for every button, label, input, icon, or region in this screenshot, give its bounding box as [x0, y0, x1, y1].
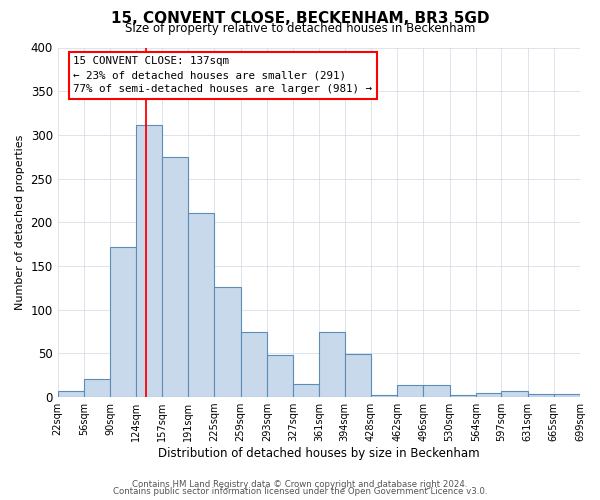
- Bar: [293, 384, 319, 397]
- Bar: [84, 378, 110, 397]
- Bar: [319, 332, 344, 397]
- Bar: [449, 396, 476, 397]
- Text: 15, CONVENT CLOSE, BECKENHAM, BR3 5GD: 15, CONVENT CLOSE, BECKENHAM, BR3 5GD: [111, 11, 489, 26]
- Y-axis label: Number of detached properties: Number of detached properties: [15, 134, 25, 310]
- Bar: [554, 394, 580, 397]
- Text: Contains public sector information licensed under the Open Government Licence v3: Contains public sector information licen…: [113, 487, 487, 496]
- X-axis label: Distribution of detached houses by size in Beckenham: Distribution of detached houses by size …: [158, 447, 479, 460]
- Bar: [214, 287, 241, 397]
- Bar: [424, 385, 449, 397]
- Bar: [110, 247, 136, 397]
- Bar: [162, 156, 188, 397]
- Bar: [476, 392, 502, 397]
- Bar: [58, 391, 84, 397]
- Bar: [502, 391, 527, 397]
- Bar: [371, 396, 397, 397]
- Text: Size of property relative to detached houses in Beckenham: Size of property relative to detached ho…: [125, 22, 475, 35]
- Text: 15 CONVENT CLOSE: 137sqm
← 23% of detached houses are smaller (291)
77% of semi-: 15 CONVENT CLOSE: 137sqm ← 23% of detach…: [73, 56, 373, 94]
- Bar: [241, 332, 267, 397]
- Bar: [527, 394, 554, 397]
- Bar: [188, 212, 214, 397]
- Bar: [397, 385, 424, 397]
- Bar: [136, 126, 162, 397]
- Text: Contains HM Land Registry data © Crown copyright and database right 2024.: Contains HM Land Registry data © Crown c…: [132, 480, 468, 489]
- Bar: [344, 354, 371, 397]
- Bar: [267, 355, 293, 397]
